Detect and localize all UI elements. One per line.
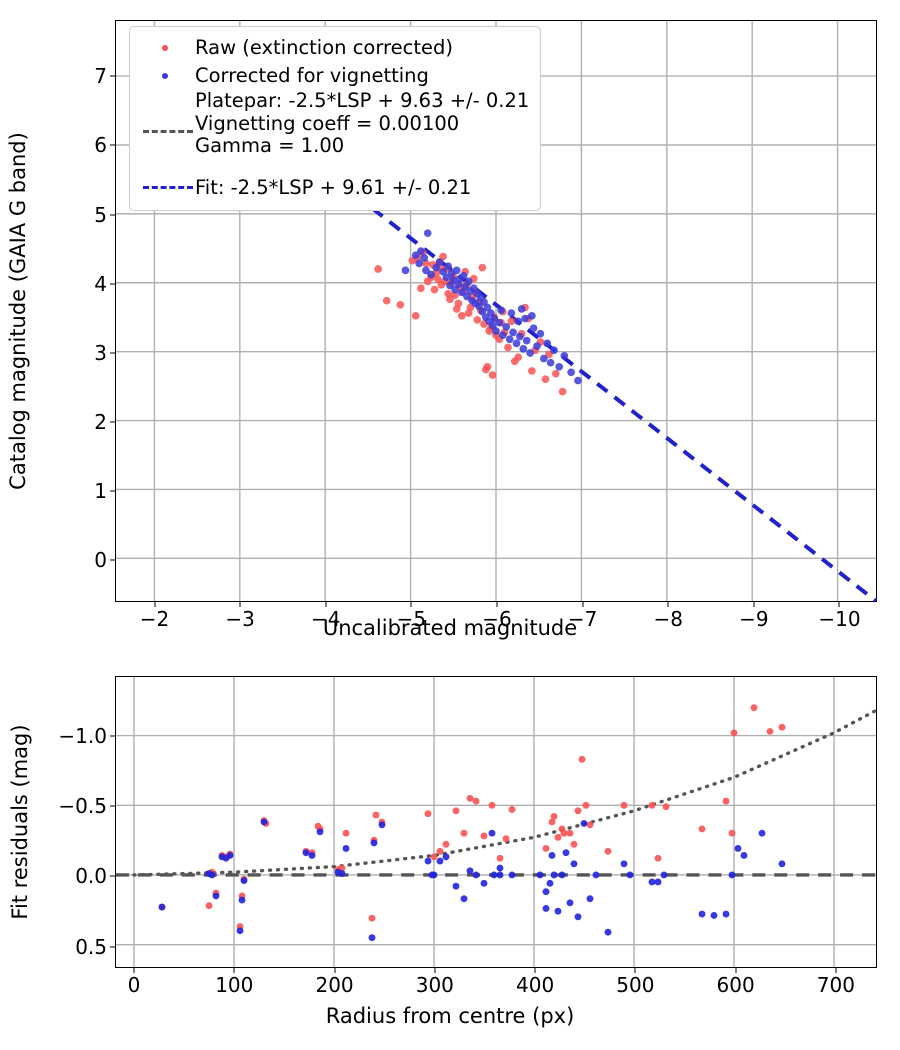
legend-dash-fit	[141, 174, 195, 202]
x-tick-label: −7	[567, 607, 598, 631]
y-tick-label: 2	[94, 409, 107, 434]
magnitude-calibration-canvas	[116, 21, 878, 603]
y-tick-label: 6	[94, 133, 107, 158]
x-tick-label: −10	[818, 607, 861, 631]
x-tick-label: −6	[482, 607, 512, 631]
x-tick-label: 200	[315, 973, 354, 997]
legend-item-platepar: Platepar: -2.5*LSP + 9.63 +/- 0.21 Vigne…	[141, 89, 530, 174]
y-tick-label: 7	[94, 64, 107, 89]
plot-legend: Raw (extinction corrected) Corrected for…	[129, 26, 542, 211]
y-tick-mark	[110, 946, 116, 948]
y-tick-mark	[110, 144, 116, 146]
x-tick-mark	[582, 601, 584, 607]
x-tick-mark	[334, 967, 336, 973]
legend-label-platepar-line3: Gamma = 1.00	[195, 134, 345, 158]
x-tick-mark	[753, 601, 755, 607]
x-tick-label: 100	[215, 973, 254, 997]
x-tick-mark	[838, 601, 840, 607]
x-tick-mark	[434, 967, 436, 973]
x-tick-label: 700	[816, 973, 855, 997]
y-tick-mark	[110, 75, 116, 77]
x-tick-mark	[239, 601, 241, 607]
bottom-y-axis-label: Fit residuals (mag)	[8, 724, 32, 920]
x-tick-mark	[233, 967, 235, 973]
y-tick-label: 4	[94, 271, 107, 296]
y-tick-label: 0.5	[75, 934, 107, 959]
x-tick-mark	[735, 967, 737, 973]
x-tick-label: 600	[716, 973, 755, 997]
fit-residuals-plot: 0.5 0.0 −0.5 −1.0 0 100 200 300 400 500 600 700	[58, 676, 878, 995]
x-tick-mark	[835, 967, 837, 973]
y-tick-label: −1.0	[58, 723, 107, 748]
x-tick-label: 0	[127, 973, 141, 997]
legend-item-fit: Fit: -2.5*LSP + 9.61 +/- 0.21	[141, 174, 529, 202]
legend-dash-platepar	[141, 90, 195, 174]
legend-item-raw: Raw (extinction corrected)	[141, 34, 529, 62]
y-tick-mark	[110, 421, 116, 423]
y-tick-label: 0	[94, 548, 107, 573]
y-tick-label: −0.5	[58, 794, 107, 819]
y-tick-label: 5	[94, 202, 107, 227]
y-tick-mark	[110, 283, 116, 285]
fit-residuals-canvas	[116, 677, 878, 967]
x-tick-label: −9	[739, 607, 769, 631]
x-tick-label: −2	[139, 607, 170, 631]
y-tick-mark	[110, 214, 116, 216]
x-tick-label: −8	[653, 607, 683, 631]
x-tick-label: −3	[225, 607, 255, 631]
x-tick-label: 500	[616, 973, 655, 997]
x-tick-mark	[634, 967, 636, 973]
x-tick-label: 400	[516, 973, 555, 997]
legend-label-raw: Raw (extinction corrected)	[195, 35, 453, 59]
x-tick-mark	[496, 601, 498, 607]
top-x-axis-label: Uncalibrated magnitude	[322, 616, 578, 640]
y-tick-mark	[110, 735, 116, 737]
legend-label-platepar: Platepar: -2.5*LSP + 9.63 +/- 0.21 Vigne…	[195, 89, 530, 158]
y-tick-mark	[110, 805, 116, 807]
y-tick-mark	[110, 352, 116, 354]
legend-label-fit: Fit: -2.5*LSP + 9.61 +/- 0.21	[195, 175, 472, 199]
legend-marker-corrected	[141, 62, 195, 90]
y-tick-mark	[110, 490, 116, 492]
legend-marker-raw	[141, 34, 195, 62]
y-tick-label: 3	[94, 340, 107, 365]
magnitude-calibration-plot: Raw (extinction corrected) Corrected for…	[94, 20, 878, 629]
legend-label-platepar-line2: Vignetting coeff = 0.00100	[195, 111, 460, 135]
x-tick-label: 300	[415, 973, 454, 997]
x-tick-mark	[667, 601, 669, 607]
y-tick-label: 0.0	[75, 864, 107, 889]
x-tick-mark	[534, 967, 536, 973]
y-tick-label: 1	[94, 479, 107, 504]
top-y-axis-label: Catalog magnitude (GAIA G band)	[6, 132, 30, 490]
x-tick-mark	[410, 601, 412, 607]
x-tick-mark	[133, 967, 135, 973]
legend-item-corrected: Corrected for vignetting	[141, 62, 529, 90]
x-tick-label: −5	[396, 607, 427, 631]
y-tick-mark	[110, 559, 116, 561]
x-tick-mark	[154, 601, 156, 607]
legend-label-platepar-line1: Platepar: -2.5*LSP + 9.63 +/- 0.21	[195, 89, 530, 112]
x-tick-mark	[325, 601, 327, 607]
legend-label-corrected: Corrected for vignetting	[195, 63, 429, 87]
bottom-x-axis-label: Radius from centre (px)	[325, 1004, 575, 1028]
y-tick-mark	[110, 875, 116, 877]
x-tick-label: −4	[311, 607, 341, 631]
